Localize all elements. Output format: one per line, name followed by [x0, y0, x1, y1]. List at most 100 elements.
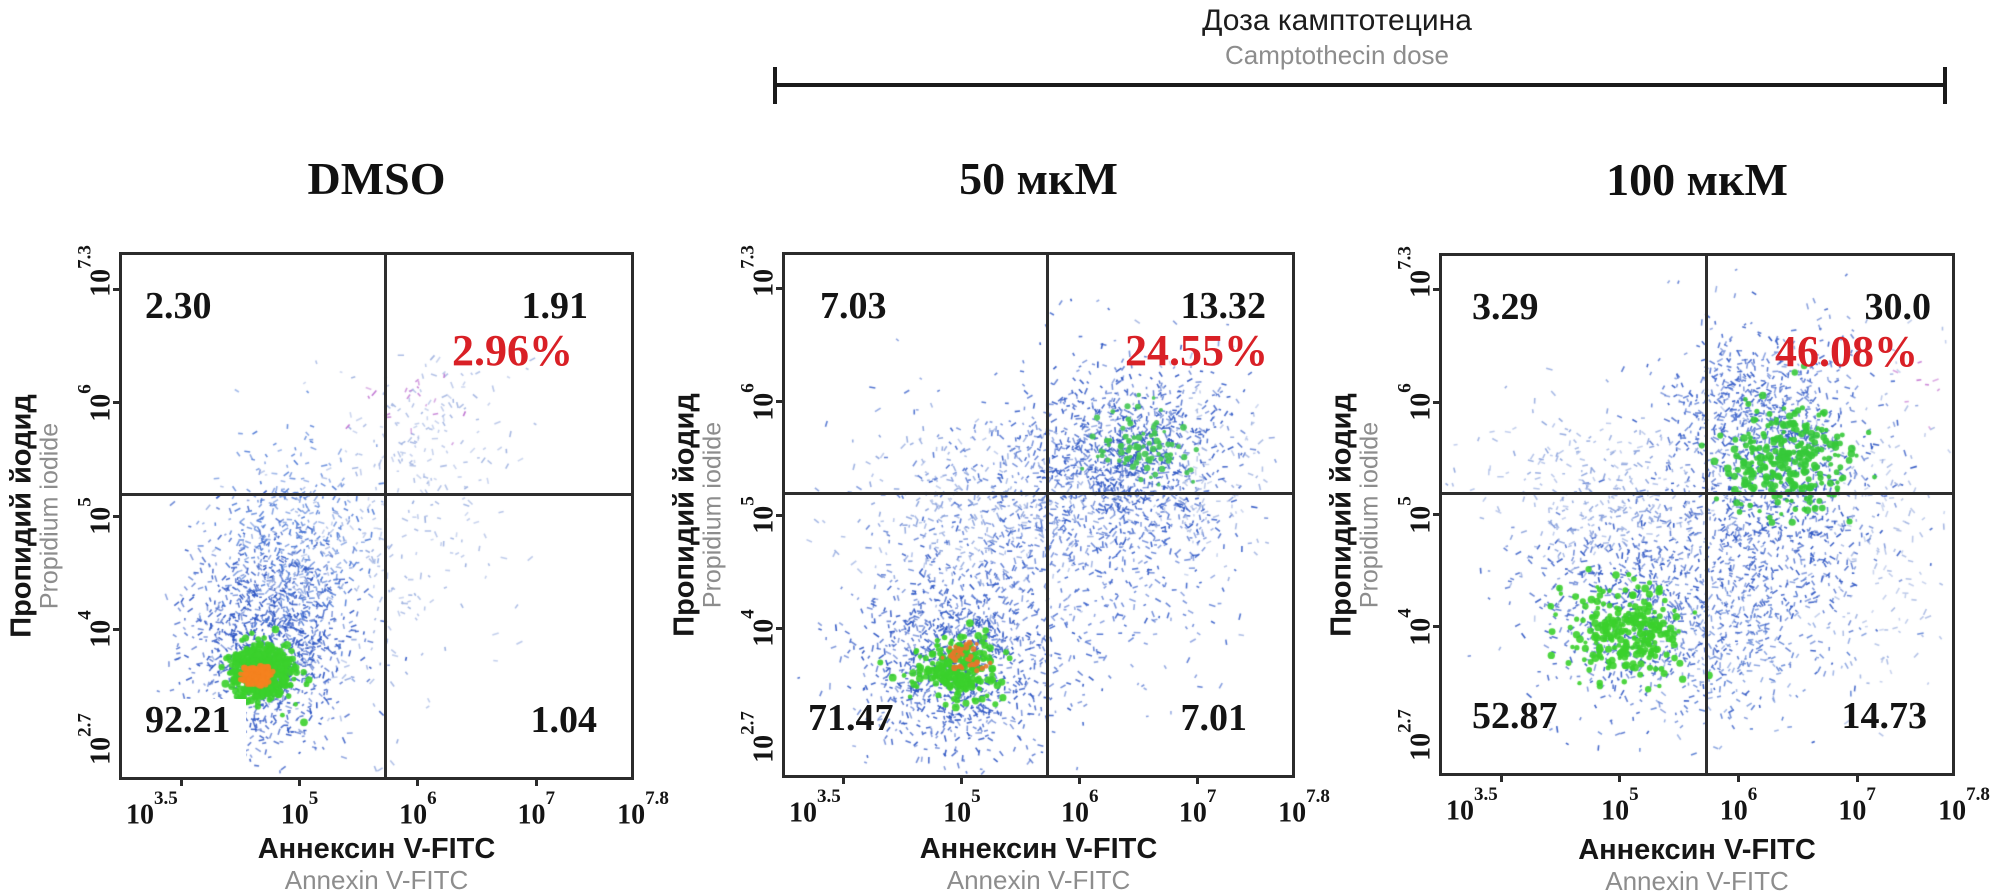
- y-axis-title-ru: Пропидий йодид: [1325, 392, 1358, 637]
- y-tick-label: 104: [737, 609, 780, 647]
- header-title-ru: Доза камптотецина: [1202, 4, 1472, 37]
- panel-100um-plot: 100 мкМ 3.29 30.0 46.08% 52.87 14.73 103…: [1326, 154, 1990, 896]
- panel-title: DMSO: [307, 153, 446, 204]
- y-tick-label: 104: [74, 610, 117, 649]
- y-tick-mark: [776, 513, 785, 517]
- quadrant-label-lower-right: 14.73: [1841, 695, 1928, 737]
- scatter-canvas: [1442, 256, 1952, 773]
- y-tick-label: 102.7: [74, 713, 117, 765]
- quadrant-label-lower-left: 52.87: [1472, 695, 1558, 737]
- y-axis-title-en: Propidium iodide: [698, 421, 727, 609]
- x-tick-mark: [534, 777, 538, 786]
- x-tick-mark: [416, 777, 420, 786]
- x-tick-label: 106: [1719, 784, 1758, 827]
- x-tick-label: 107.8: [1278, 786, 1330, 829]
- y-tick-label: 105: [74, 497, 117, 535]
- y-axis-title-ru: Пропидий йодид: [5, 394, 38, 638]
- y-tick-label: 105: [737, 496, 780, 534]
- y-tick-label: 106: [74, 383, 117, 422]
- x-tick-mark: [1078, 775, 1082, 784]
- gate-line-horizontal: [1442, 491, 1952, 495]
- y-axis-ticks: 102.7 104 105 106 107.3: [1395, 246, 1437, 773]
- panel-50um-plot: 50 мкМ 7.03 13.32 24.55% 71.47 7.01 103.…: [669, 153, 1330, 895]
- quadrant-label-upper-right: 13.32: [1180, 285, 1267, 327]
- x-axis-ticks: 103.5 105 106 107 107.8: [785, 786, 1330, 836]
- y-tick-mark: [1433, 400, 1442, 404]
- y-axis-title-en: Propidium iodide: [1355, 421, 1384, 608]
- y-tick-mark: [113, 287, 122, 291]
- y-tick-mark: [1433, 288, 1442, 292]
- x-axis-title-ru: Аннексин V-FITC: [257, 833, 496, 865]
- x-tick-mark: [298, 777, 302, 786]
- gate-line-horizontal: [122, 492, 631, 496]
- quadrant-label-upper-left: 2.30: [145, 285, 212, 327]
- x-axis-title-en: Annexin V-FITC: [284, 865, 469, 895]
- label-backdrop: [124, 699, 246, 775]
- y-tick-mark: [776, 626, 785, 630]
- y-tick-label: 105: [1394, 495, 1437, 534]
- dose-bracket-left-tick: [773, 67, 777, 104]
- panel-dmso-plot: DMSO 2.30 1.91 2.96% 92.21 1.04 103.5 105…: [6, 153, 669, 895]
- quadrant-label-lower-left: 92.21: [145, 699, 231, 741]
- x-tick-mark: [1855, 773, 1859, 782]
- dose-bracket-line: [773, 83, 1947, 87]
- x-tick-label: 107.8: [1938, 784, 1990, 827]
- x-axis-title-en: Annexin V-FITC: [1605, 866, 1789, 896]
- scatter-canvas: [122, 255, 631, 777]
- y-tick-label: 106: [737, 383, 780, 421]
- x-axis-title-ru: Аннексин V-FITC: [919, 833, 1158, 865]
- quadrant-label-upper-right: 1.91: [521, 285, 589, 327]
- x-tick-label: 107: [1178, 786, 1217, 829]
- x-tick-label: 105: [280, 788, 319, 831]
- y-tick-label: 102.7: [1394, 709, 1437, 761]
- y-tick-mark: [1433, 625, 1442, 629]
- y-tick-mark: [776, 400, 785, 404]
- x-tick-mark: [842, 775, 846, 784]
- y-tick-label: 107.3: [1394, 246, 1437, 298]
- x-tick-label: 107: [1838, 784, 1876, 827]
- y-tick-label: 104: [1394, 608, 1437, 646]
- quadrant-label-lower-left: 71.47: [808, 697, 894, 739]
- gate-line-vertical: [1704, 256, 1708, 773]
- apoptosis-percentage: 46.08%: [1775, 327, 1918, 376]
- apoptosis-percentage: 2.96%: [452, 326, 573, 375]
- x-tick-mark: [1499, 773, 1503, 782]
- quadrant-label-lower-right: 7.01: [1180, 697, 1248, 739]
- x-tick-label: 103.5: [1446, 784, 1498, 827]
- header-title-en: Camptothecin dose: [1224, 40, 1450, 70]
- y-tick-label: 107.3: [74, 245, 117, 297]
- scatter-canvas: [785, 255, 1292, 775]
- x-tick-mark: [1618, 773, 1622, 782]
- x-tick-mark: [960, 775, 964, 784]
- x-tick-label: 103.5: [789, 786, 841, 829]
- panel-title: 50 мкМ: [959, 153, 1118, 204]
- y-tick-label: 107.3: [737, 245, 780, 297]
- x-tick-label: 106: [1061, 786, 1099, 829]
- x-tick-label: 105: [943, 786, 981, 829]
- y-tick-mark: [1433, 513, 1442, 516]
- x-tick-mark: [1737, 773, 1740, 782]
- gate-line-vertical: [384, 255, 388, 777]
- y-axis-ticks: 102.7 104 105 106 107.3: [75, 245, 117, 777]
- y-tick-mark: [113, 514, 122, 518]
- panel-title: 100 мкМ: [1606, 154, 1788, 205]
- y-tick-label: 102.7: [737, 711, 780, 763]
- quadrant-label-upper-left: 3.29: [1472, 286, 1539, 328]
- y-tick-mark: [113, 627, 122, 631]
- y-axis-title-en: Propidium iodide: [35, 422, 64, 610]
- y-tick-mark: [113, 401, 122, 405]
- x-axis-ticks: 103.5 105 106 107 107.8: [1442, 784, 1990, 834]
- quadrant-label-upper-right: 30.0: [1864, 286, 1932, 328]
- gate-line-vertical: [1046, 255, 1050, 775]
- y-tick-mark: [776, 287, 785, 291]
- x-axis-title-en: Annexin V-FITC: [946, 865, 1131, 895]
- y-axis-ticks: 102.7 104 105 106 107.3: [738, 245, 780, 775]
- apoptosis-percentage: 24.55%: [1125, 326, 1268, 375]
- x-tick-mark: [1196, 775, 1200, 784]
- y-axis-title-ru: Пропидий йодид: [668, 393, 701, 637]
- quadrant-label-lower-right: 1.04: [530, 699, 598, 741]
- x-tick-label: 107.8: [617, 788, 669, 831]
- gate-line-horizontal: [785, 492, 1292, 496]
- x-tick-mark: [179, 777, 183, 786]
